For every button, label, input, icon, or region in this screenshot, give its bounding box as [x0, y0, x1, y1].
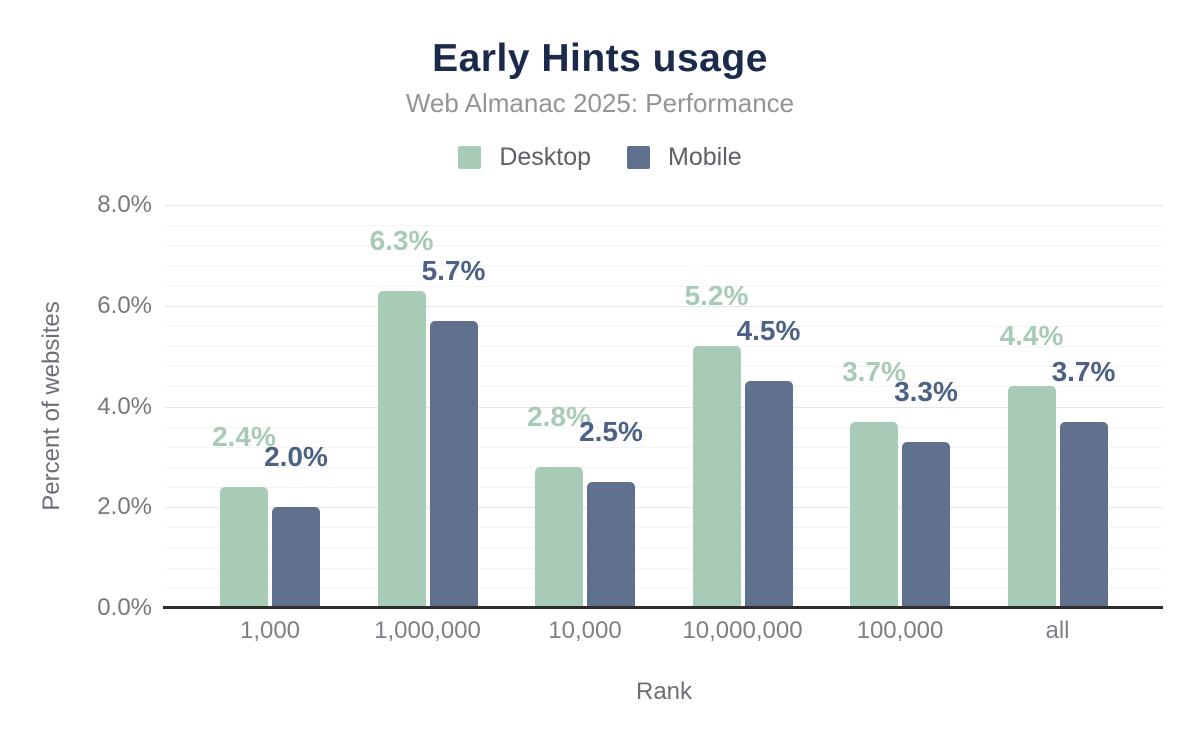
gridline-major [165, 205, 1163, 206]
y-tick-label: 4.0% [97, 393, 152, 420]
bar-desktop [850, 422, 898, 608]
bar-value-label-desktop: 2.4% [212, 421, 276, 452]
x-tick-label: 10,000,000 [682, 617, 803, 644]
gridline-minor [165, 326, 1163, 327]
bar-value-label-mobile: 5.7% [421, 255, 486, 286]
y-tick-label: 8.0% [97, 191, 152, 218]
gridline-minor [165, 245, 1163, 246]
bar-mobile [587, 482, 635, 608]
gridline-minor [165, 427, 1163, 428]
bar-value-label-mobile: 2.5% [579, 416, 643, 447]
x-axis-title: Rank [635, 678, 693, 705]
gridline-minor [165, 346, 1163, 347]
gridline-major [165, 407, 1163, 408]
x-tick-label: 1,000 [239, 617, 301, 644]
x-tick-label: 10,000 [548, 617, 622, 644]
bar-value-label-mobile: 3.7% [1051, 356, 1116, 387]
legend-swatch-desktop [458, 145, 482, 169]
bar-mobile [744, 381, 793, 608]
gridline-minor [165, 366, 1163, 367]
gridline-minor [165, 386, 1163, 387]
x-tick-label: 100,000 [856, 617, 944, 644]
bar-desktop [692, 346, 741, 608]
gridline-minor [165, 548, 1163, 549]
legend-label-mobile: Mobile [668, 143, 742, 171]
gridline-minor [165, 447, 1163, 448]
bar-value-label-mobile: 2.0% [264, 441, 328, 472]
bar-value-label-desktop: 6.3% [369, 225, 434, 256]
gridline-minor [165, 265, 1163, 266]
bar-mobile [902, 442, 950, 608]
bar-desktop [377, 291, 426, 608]
bar-mobile [272, 507, 320, 608]
bar-value-label-mobile: 3.3% [894, 376, 958, 407]
legend-item-desktop: Desktop [458, 143, 591, 171]
gridline-minor [165, 286, 1163, 287]
bar-desktop [220, 487, 268, 608]
bar-desktop [1007, 386, 1056, 608]
bar-value-label-mobile: 4.5% [736, 315, 801, 346]
y-tick-label: 6.0% [97, 292, 152, 319]
y-tick-label: 2.0% [97, 493, 152, 520]
bar-desktop [535, 467, 583, 608]
bar-value-label-desktop: 3.7% [842, 356, 906, 387]
bar-mobile [429, 321, 478, 608]
gridline-minor [165, 225, 1163, 226]
gridline-minor [165, 467, 1163, 468]
gridline-minor [165, 588, 1163, 589]
gridline-minor [165, 527, 1163, 528]
gridline-minor [165, 568, 1163, 569]
legend-item-mobile: Mobile [627, 143, 742, 171]
chart-title: Early Hints usage [432, 37, 768, 80]
bar-value-label-desktop: 5.2% [684, 280, 749, 311]
bar-value-label-desktop: 2.8% [527, 401, 591, 432]
legend: Desktop Mobile [0, 143, 1200, 171]
x-tick-label: 1,000,000 [374, 617, 481, 644]
bar-value-label-desktop: 4.4% [999, 320, 1064, 351]
bar-mobile [1059, 422, 1108, 608]
x-tick-label: all [1045, 617, 1070, 644]
gridline-minor [165, 487, 1163, 488]
y-tick-label: 0.0% [97, 594, 152, 621]
legend-label-desktop: Desktop [499, 143, 592, 171]
gridline-major [165, 507, 1163, 508]
legend-swatch-mobile [627, 145, 651, 169]
chart-subtitle: Web Almanac 2025: Performance [405, 88, 795, 118]
x-axis-line [163, 606, 1163, 609]
gridline-major [165, 306, 1163, 307]
